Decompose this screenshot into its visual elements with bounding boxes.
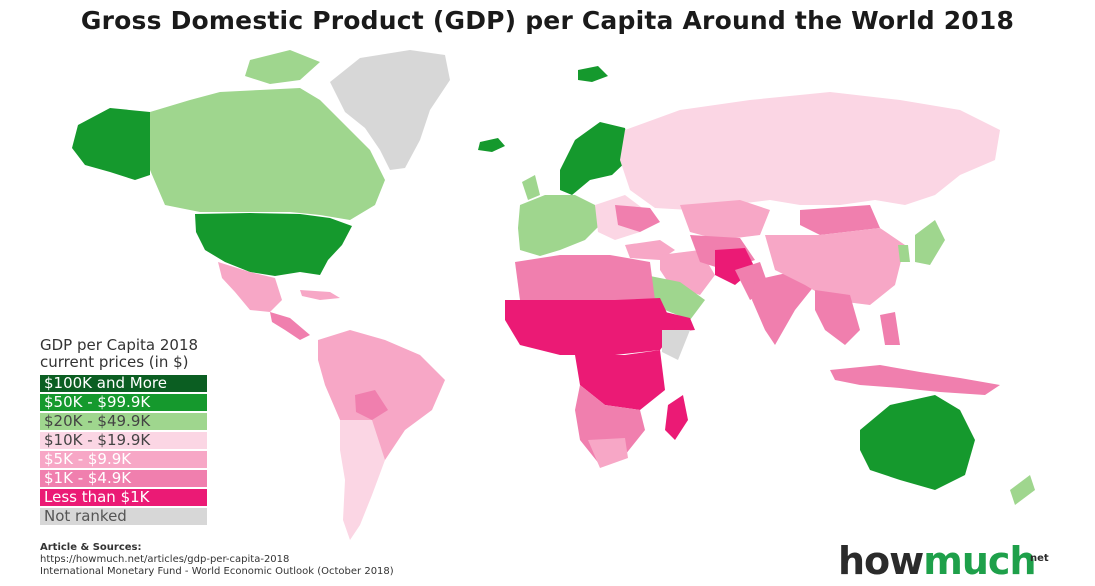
russia bbox=[620, 92, 1000, 210]
greenland bbox=[330, 50, 450, 170]
india bbox=[752, 270, 815, 345]
legend-item-1k-4k: $1K - $4.9K bbox=[40, 470, 207, 487]
legend-item-not-ranked: Not ranked bbox=[40, 508, 207, 525]
legend-item-5k-9k: $5K - $9.9K bbox=[40, 451, 207, 468]
logo-how: how bbox=[838, 539, 924, 583]
south-africa bbox=[588, 438, 628, 468]
mongolia bbox=[800, 205, 880, 235]
united-states bbox=[195, 213, 352, 276]
svalbard bbox=[578, 66, 608, 82]
new-zealand bbox=[1010, 475, 1035, 505]
legend-item-10k-19k: $10K - $19.9K bbox=[40, 432, 207, 449]
southeast-asia bbox=[815, 290, 860, 345]
horn-of-africa bbox=[662, 330, 690, 360]
saudi-arabia bbox=[645, 275, 705, 320]
iceland bbox=[478, 138, 505, 152]
korea bbox=[898, 245, 910, 262]
canada-islands bbox=[245, 50, 320, 84]
logo-net: net bbox=[1030, 553, 1049, 564]
legend-title-line2: current prices (in $) bbox=[40, 353, 189, 371]
canada bbox=[150, 88, 385, 220]
madagascar bbox=[665, 395, 688, 440]
central-america bbox=[270, 312, 310, 340]
alaska bbox=[72, 108, 150, 180]
legend-item-20k-49k: $20K - $49.9K bbox=[40, 413, 207, 430]
japan bbox=[915, 220, 945, 265]
legend-item-50k-99k: $50K - $99.9K bbox=[40, 394, 207, 411]
north-africa bbox=[515, 255, 655, 300]
western-europe bbox=[518, 195, 600, 256]
kazakhstan bbox=[680, 200, 770, 240]
caribbean bbox=[300, 290, 340, 300]
mexico bbox=[218, 262, 282, 312]
logo-much: much bbox=[923, 539, 1036, 583]
legend-title-line1: GDP per Capita 2018 bbox=[40, 336, 199, 354]
map-title: Gross Domestic Product (GDP) per Capita … bbox=[80, 6, 1015, 35]
map-legend: GDP per Capita 2018 current prices (in $… bbox=[40, 337, 210, 527]
australia bbox=[860, 395, 975, 490]
sahel bbox=[505, 298, 675, 355]
sources-block: Article & Sources: https://howmuch.net/a… bbox=[40, 542, 394, 578]
china bbox=[765, 228, 905, 305]
legend-item-100k-plus: $100K and More bbox=[40, 375, 207, 392]
legend-title: GDP per Capita 2018 current prices (in $… bbox=[40, 337, 210, 371]
sources-link[interactable]: https://howmuch.net/articles/gdp-per-cap… bbox=[40, 554, 290, 565]
sources-citation: International Monetary Fund - World Econ… bbox=[40, 566, 394, 577]
south-america-south bbox=[340, 420, 385, 540]
uk bbox=[522, 175, 540, 200]
south-america-bolivia bbox=[355, 390, 388, 420]
legend-items: $100K and More $50K - $99.9K $20K - $49.… bbox=[40, 375, 210, 525]
ukraine bbox=[615, 205, 660, 232]
central-africa bbox=[575, 350, 665, 410]
scandinavia bbox=[560, 122, 630, 195]
sources-heading: Article & Sources: bbox=[40, 542, 142, 553]
legend-item-less-1k: Less than $1K bbox=[40, 489, 207, 506]
indonesia bbox=[830, 365, 1000, 395]
philippines bbox=[880, 312, 900, 345]
howmuch-logo: howmuch bbox=[838, 539, 1037, 583]
